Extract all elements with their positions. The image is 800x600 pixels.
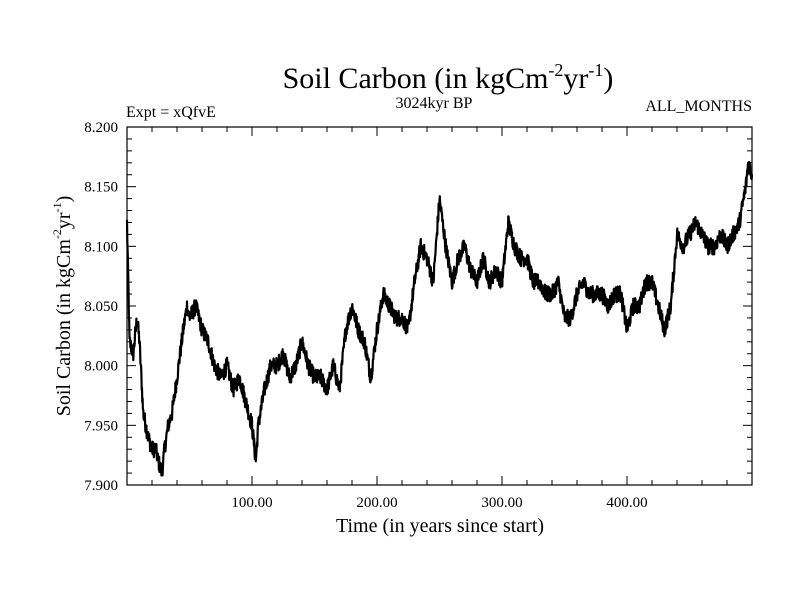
x-tick-label: 400.00	[606, 495, 647, 511]
x-tick-label: 200.00	[356, 495, 397, 511]
x-tick-label: 100.00	[231, 495, 272, 511]
y-tick-label: 7.900	[84, 478, 118, 494]
y-axis-ticks: 7.900 7.950 8.000 8.050 8.100 8.150 8.200	[84, 120, 752, 494]
x-axis-ticks: 100.00 200.00 300.00 400.00	[151, 127, 728, 511]
y-tick-label: 8.150	[84, 180, 118, 196]
y-tick-label: 8.200	[84, 120, 118, 136]
months-label: ALL_MONTHS	[645, 98, 752, 115]
y-tick-label: 7.950	[84, 418, 118, 434]
y-axis-label: Soil Carbon (in kgCm-2yr-1)	[50, 196, 75, 417]
x-tick-label: 300.00	[481, 495, 522, 511]
y-tick-label: 8.000	[84, 359, 118, 375]
y-tick-label: 8.100	[84, 239, 118, 255]
chart-subtitle: 3024kyr BP	[396, 95, 473, 112]
experiment-label: Expt = xQfvE	[126, 104, 216, 121]
y-tick-label: 8.050	[84, 299, 118, 315]
soil-carbon-series-line	[125, 161, 754, 477]
chart-title: Soil Carbon (in kgCm-2yr-1)	[283, 60, 614, 95]
x-axis-label: Time (in years since start)	[336, 515, 544, 537]
